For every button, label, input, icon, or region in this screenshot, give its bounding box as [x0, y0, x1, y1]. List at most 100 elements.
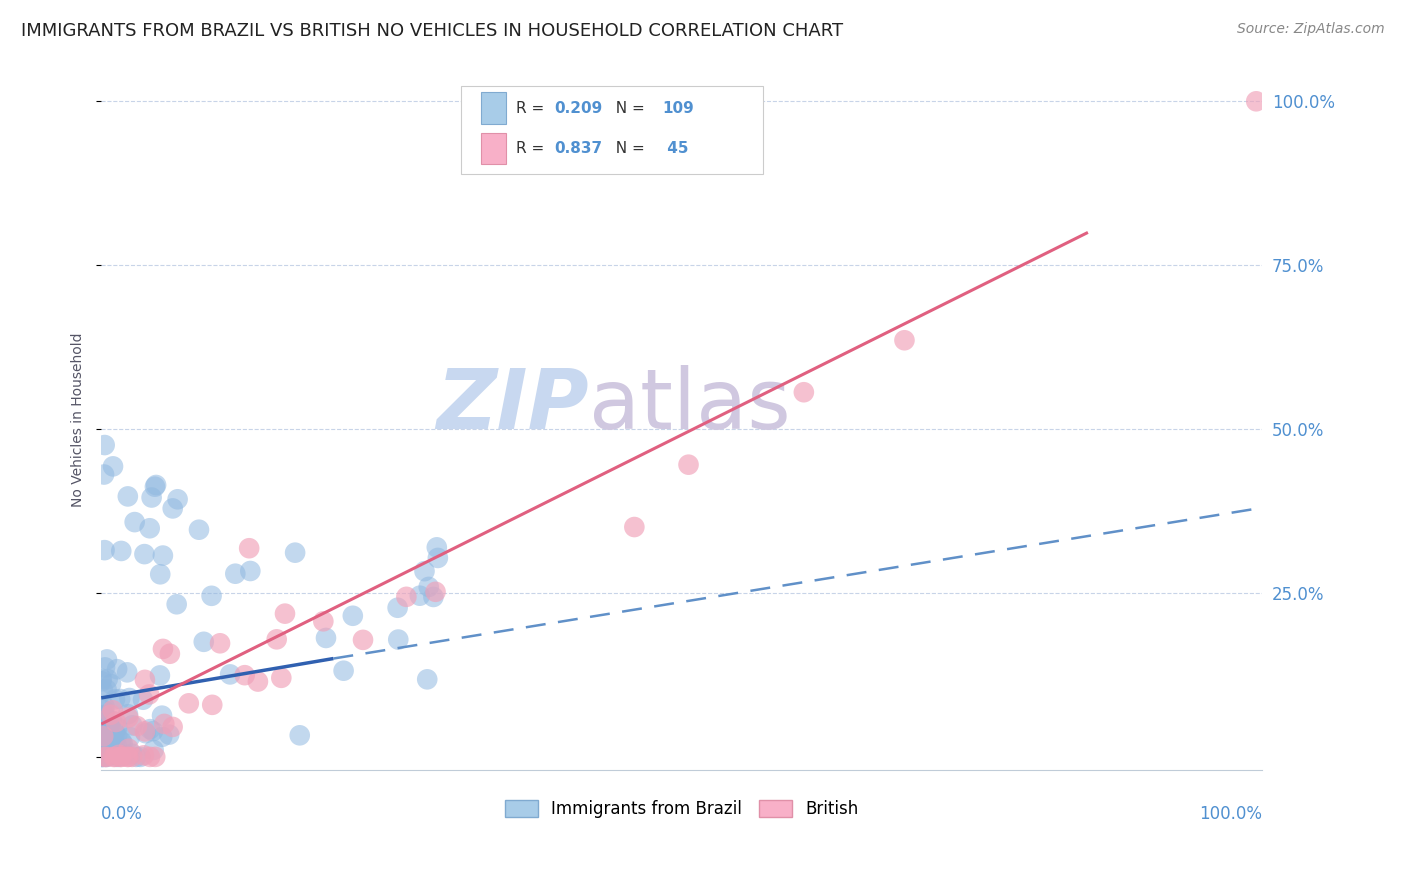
Point: [93, 730, 115, 744]
Point: [93, 712, 115, 726]
Point: [426, 541, 449, 555]
Point: [149, 668, 172, 682]
Point: [103, 736, 125, 750]
Point: [103, 737, 125, 751]
Point: [97, 672, 120, 686]
Point: [117, 710, 139, 724]
Point: [188, 523, 211, 537]
Point: [118, 741, 141, 756]
Point: [166, 492, 188, 507]
Point: [145, 478, 167, 492]
Point: [107, 750, 129, 764]
Point: [91, 750, 114, 764]
Point: [96, 748, 118, 763]
Point: [352, 632, 374, 647]
Point: [97, 736, 120, 750]
Point: [270, 671, 292, 685]
Point: [284, 546, 307, 560]
FancyBboxPatch shape: [461, 86, 763, 174]
Point: [96, 682, 118, 697]
Point: [100, 707, 122, 722]
Point: [94, 750, 117, 764]
Point: [98, 716, 121, 731]
Point: [90, 674, 112, 689]
Point: [121, 750, 143, 764]
Point: [152, 549, 174, 563]
Point: [678, 458, 700, 472]
Point: [108, 747, 131, 762]
Legend: Immigrants from Brazil, British: Immigrants from Brazil, British: [498, 793, 865, 825]
Point: [104, 726, 127, 740]
Point: [101, 703, 124, 717]
Point: [201, 698, 224, 712]
Point: [90, 672, 112, 686]
Point: [108, 692, 131, 706]
Point: [107, 746, 129, 760]
Point: [93, 543, 115, 558]
Point: [139, 750, 162, 764]
Point: [312, 615, 335, 629]
Point: [125, 719, 148, 733]
Point: [135, 726, 157, 740]
Point: [387, 632, 409, 647]
Point: [111, 736, 134, 750]
Point: [105, 720, 128, 734]
Point: [134, 547, 156, 561]
Point: [129, 750, 152, 764]
Text: N =: N =: [606, 141, 650, 156]
Point: [91, 702, 114, 716]
Point: [94, 736, 117, 750]
Point: [91, 721, 114, 735]
Point: [162, 501, 184, 516]
Point: [104, 714, 127, 729]
Point: [121, 747, 143, 761]
Point: [200, 589, 222, 603]
Text: IMMIGRANTS FROM BRAZIL VS BRITISH NO VEHICLES IN HOUSEHOLD CORRELATION CHART: IMMIGRANTS FROM BRAZIL VS BRITISH NO VEH…: [21, 22, 844, 40]
Point: [104, 750, 127, 764]
Point: [96, 735, 118, 749]
Point: [142, 743, 165, 757]
Point: [117, 707, 139, 722]
Y-axis label: No Vehicles in Household: No Vehicles in Household: [72, 332, 86, 507]
Point: [209, 636, 232, 650]
Point: [96, 717, 118, 731]
Point: [166, 597, 188, 611]
Point: [118, 691, 141, 706]
Point: [93, 750, 115, 764]
Point: [893, 333, 915, 347]
Point: [395, 590, 418, 604]
Point: [418, 580, 440, 594]
Point: [98, 726, 121, 740]
Point: [97, 731, 120, 746]
Point: [132, 692, 155, 706]
Point: [125, 750, 148, 764]
Point: [132, 748, 155, 763]
Point: [193, 635, 215, 649]
Text: ZIP: ZIP: [436, 365, 589, 446]
Point: [91, 739, 114, 753]
Point: [104, 692, 127, 706]
Point: [93, 699, 115, 714]
Point: [274, 607, 297, 621]
Point: [219, 667, 242, 681]
Point: [426, 550, 449, 565]
Point: [118, 730, 141, 744]
Point: [91, 683, 114, 698]
Point: [409, 589, 432, 603]
Point: [110, 734, 132, 748]
Bar: [481, 92, 506, 124]
Point: [425, 584, 447, 599]
Point: [138, 688, 160, 702]
Point: [117, 490, 139, 504]
Point: [239, 564, 262, 578]
Point: [93, 708, 115, 723]
Point: [110, 750, 132, 764]
Point: [416, 673, 439, 687]
Point: [177, 696, 200, 710]
Point: [150, 708, 173, 723]
Text: 0.837: 0.837: [554, 141, 602, 156]
Text: Source: ZipAtlas.com: Source: ZipAtlas.com: [1237, 22, 1385, 37]
Point: [98, 744, 121, 758]
Point: [94, 715, 117, 730]
Point: [238, 541, 260, 556]
